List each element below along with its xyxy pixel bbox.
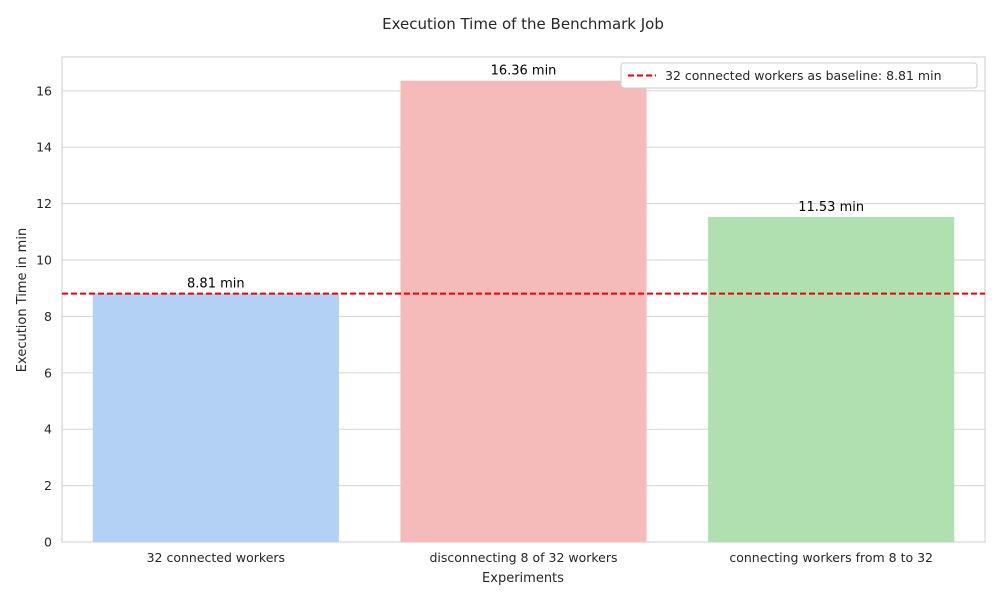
bar [708, 216, 955, 543]
bar [400, 80, 647, 543]
legend-box [620, 62, 978, 89]
y-tick-label: 6 [44, 365, 52, 380]
chart-title: Execution Time of the Benchmark Job [382, 15, 664, 33]
legend-baseline-label: 32 connected workers as baseline: 8.81 m… [665, 68, 942, 83]
y-tick-label: 4 [44, 422, 52, 437]
bar-data-label: 11.53 min [798, 200, 864, 215]
legend: 32 connected workers as baseline: 8.81 m… [620, 62, 978, 89]
y-tick-label: 16 [36, 83, 52, 98]
x-tick-label: 32 connected workers [147, 550, 285, 565]
y-axis-ticks: 0 2 4 6 8 10 12 14 16 [36, 83, 52, 549]
y-tick-label: 0 [44, 535, 52, 550]
x-axis-label: Experiments [482, 571, 564, 586]
y-tick-label: 12 [36, 196, 52, 211]
bar-data-label: 8.81 min [187, 277, 245, 292]
y-tick-label: 8 [44, 309, 52, 324]
x-tick-label: connecting workers from 8 to 32 [729, 550, 933, 565]
x-axis-ticks: 32 connected workers disconnecting 8 of 3… [147, 550, 933, 565]
x-tick-label: disconnecting 8 of 32 workers [429, 550, 617, 565]
y-tick-label: 14 [36, 140, 52, 155]
bar-data-label: 16.36 min [491, 64, 557, 79]
y-tick-label: 2 [44, 478, 52, 493]
bar [92, 293, 339, 542]
bars: 8.81 min 16.36 min 11.53 min [92, 64, 955, 543]
y-tick-label: 10 [36, 253, 52, 268]
y-axis-label: Execution Time in min [15, 228, 30, 372]
